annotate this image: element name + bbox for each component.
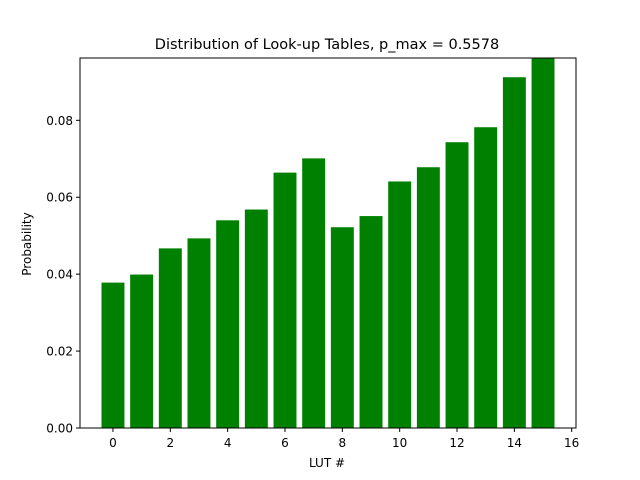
x-tick-label: 2 (166, 436, 174, 450)
bar-lut-11 (416, 167, 440, 429)
bar-lut-14 (502, 77, 526, 428)
bar-lut-13 (474, 127, 498, 428)
y-tick-label: 0.06 (46, 191, 73, 205)
bar-lut-10 (388, 181, 412, 428)
plot-frame (79, 57, 577, 429)
x-tick-label: 0 (109, 436, 117, 450)
bar-lut-9 (359, 216, 383, 428)
bar-lut-15 (531, 58, 555, 428)
y-axis-label: Probability (20, 212, 34, 275)
x-tick-label: 4 (224, 436, 232, 450)
bar-lut-0 (101, 282, 125, 428)
x-tick-label: 16 (564, 436, 579, 450)
bar-lut-8 (330, 227, 354, 428)
y-axis-ticks: 0.00 0.02 0.04 0.06 0.08 (46, 114, 80, 436)
x-axis-label: LUT # (309, 456, 345, 470)
x-tick-label: 6 (281, 436, 289, 450)
y-tick-label: 0.00 (46, 422, 73, 436)
bars-group (101, 58, 555, 429)
bar-lut-12 (445, 142, 469, 429)
bar-lut-1 (130, 274, 154, 428)
bar-lut-6 (273, 172, 297, 428)
bar-lut-3 (187, 238, 211, 428)
y-tick-label: 0.08 (46, 114, 73, 128)
x-axis-ticks: 0 2 4 6 8 10 12 14 16 (109, 428, 579, 450)
bar-lut-7 (302, 158, 326, 428)
y-tick-label: 0.02 (46, 345, 73, 359)
chart-title: Distribution of Look-up Tables, p_max = … (155, 37, 499, 53)
bar-lut-5 (244, 209, 268, 428)
x-tick-label: 12 (449, 436, 464, 450)
bar-lut-4 (216, 220, 240, 428)
y-tick-label: 0.04 (46, 268, 73, 282)
x-tick-label: 8 (339, 436, 347, 450)
bar-lut-2 (158, 248, 182, 428)
x-tick-label: 10 (392, 436, 407, 450)
x-tick-label: 14 (507, 436, 522, 450)
